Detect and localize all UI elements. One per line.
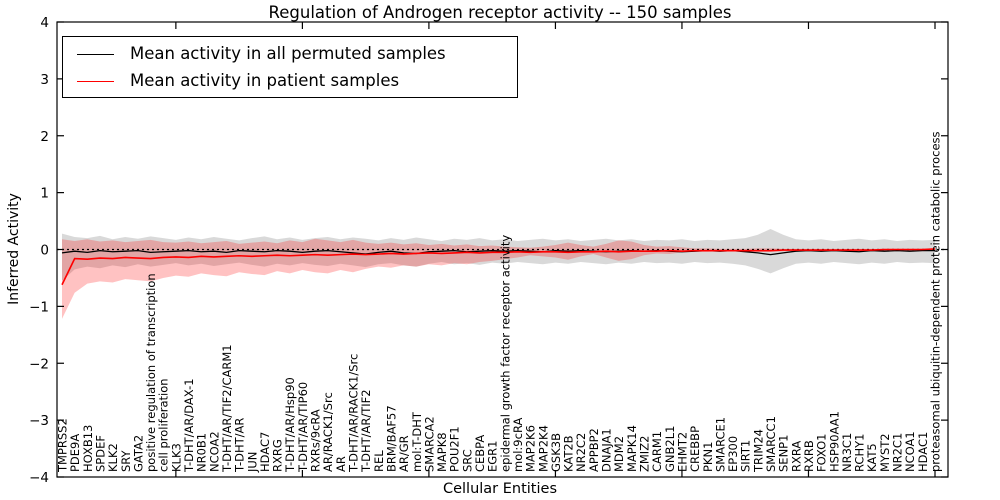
- x-tick-label: SMARCE1: [713, 417, 727, 472]
- chart-title: Regulation of Androgen receptor activity…: [268, 3, 732, 22]
- x-tick-label: NCOA1: [903, 431, 917, 472]
- x-tick-label: MAP2K6: [524, 425, 538, 472]
- x-tick-label: EP300: [726, 436, 740, 472]
- x-tick-label: RXRs/9cRA: [309, 409, 323, 472]
- y-tick-label: −2: [29, 356, 49, 372]
- x-tick-label: NR2C2: [574, 433, 588, 472]
- x-tick-label: REL: [372, 450, 386, 472]
- x-tick-label: SMARCC1: [764, 416, 778, 472]
- x-tick-label: DNAJA1: [600, 428, 614, 472]
- x-tick-label: T-DHT/AR/TIF2: [359, 389, 373, 473]
- x-tick-label: T-DHT/AR/RACK1/Src: [347, 354, 361, 473]
- x-tick-label: JUN: [245, 452, 259, 473]
- x-tick-label: PDE9A: [68, 434, 82, 472]
- x-tick-label: T-DHT/AR/Hsp90: [283, 377, 297, 473]
- y-tick-label: 4: [40, 15, 49, 31]
- x-tick-label: TMPRSS2: [56, 418, 70, 473]
- x-tick-label: EGR1: [486, 441, 500, 473]
- x-tick-label: T-DHT/AR/TIP60: [296, 382, 310, 473]
- x-tick-label: MDM2: [612, 436, 626, 472]
- y-tick-label: 2: [40, 129, 49, 145]
- y-tick-label: −4: [29, 470, 49, 486]
- legend-line-black: [77, 54, 114, 55]
- y-tick-label: 1: [40, 186, 49, 202]
- x-tick-label: RXRB: [802, 440, 816, 472]
- x-tick-label: KAT5: [865, 443, 879, 472]
- permuted-mean-line: [61, 249, 935, 256]
- x-tick-label: KLK2: [106, 443, 120, 472]
- x-tick-label: MAPK14: [625, 425, 639, 472]
- x-tick-label: T-DHT/AR/TIF2/CARM1: [220, 344, 234, 473]
- legend: Mean activity in all permuted samples Me…: [62, 36, 518, 98]
- x-tick-label: EHMT2: [675, 432, 689, 472]
- x-tick-label: NR2C1: [891, 433, 905, 472]
- x-tick-label: HSP90AA1: [827, 411, 841, 472]
- x-tick-label: mol:T-DHT: [410, 411, 424, 472]
- x-tick-label: MAPK8: [435, 432, 449, 472]
- x-tick-label: AR/GR: [397, 435, 411, 472]
- x-tick-label: SRY: [119, 449, 133, 472]
- x-tick-label: RCHY1: [853, 434, 867, 472]
- y-tick-label: 0: [40, 243, 49, 259]
- y-axis-label: Inferred Activity: [6, 193, 22, 305]
- x-tick-label: T-DHT/AR: [233, 418, 247, 473]
- x-tick-label: GNB2L1: [663, 426, 677, 472]
- x-tick-label: MAP2K4: [536, 425, 550, 472]
- x-tick-label: SPDEF: [93, 435, 107, 472]
- x-tick-label: POU2F1: [448, 426, 462, 472]
- x-tick-label: HOXB13: [81, 425, 95, 472]
- x-tick-label: NCOA2: [207, 431, 221, 472]
- x-tick-label: epidermal growth factor receptor activit…: [498, 235, 512, 472]
- x-tick-label: proteasomal ubiquitin-dependent protein …: [929, 131, 943, 472]
- patient-band: [62, 238, 935, 319]
- x-tick-label: GSK3B: [549, 433, 563, 472]
- x-tick-label: SIRT1: [739, 440, 753, 472]
- x-tick-label: APPBP2: [587, 428, 601, 472]
- y-tick-label: −1: [29, 299, 49, 315]
- x-tick-label: SENP1: [777, 435, 791, 472]
- x-tick-label: HDAC1: [916, 432, 930, 472]
- x-tick-label: FOXO1: [815, 434, 829, 472]
- x-tick-label: RXRG: [271, 439, 285, 472]
- legend-label-permuted: Mean activity in all permuted samples: [130, 44, 446, 64]
- x-tick-label: CREBBP: [688, 426, 702, 472]
- x-tick-label: cell proliferation: [157, 378, 171, 472]
- legend-label-patient: Mean activity in patient samples: [130, 71, 400, 91]
- x-tick-label: mol:9cRA: [511, 418, 525, 472]
- x-tick-label: AR: [334, 456, 348, 472]
- x-axis-label: Cellular Entities: [442, 481, 558, 497]
- x-tick-label: GATA2: [131, 435, 145, 472]
- x-tick-label: RXRA: [789, 441, 803, 472]
- legend-line-red: [77, 81, 114, 82]
- legend-entry-patient: Mean activity in patient samples: [63, 68, 517, 95]
- x-tick-label: NR3C1: [840, 433, 854, 472]
- x-tick-label: KLK3: [169, 443, 183, 472]
- x-tick-label: KAT2B: [562, 435, 576, 472]
- x-tick-label: BRM/BAF57: [384, 405, 398, 472]
- x-tick-label: SMARCA2: [422, 416, 436, 472]
- x-tick-label: PKN1: [701, 442, 715, 472]
- y-tick-label: −3: [29, 413, 49, 429]
- x-tick-label: T-DHT/AR/DAX-1: [182, 378, 196, 473]
- x-tick-label: ZMIZ2: [638, 436, 652, 472]
- x-tick-label: CARM1: [650, 431, 664, 472]
- x-tick-label: SRC: [460, 449, 474, 472]
- x-tick-label: NR0B1: [195, 433, 209, 472]
- x-tick-label: TRIM24: [751, 429, 765, 473]
- x-tick-label: CEBPA: [473, 435, 487, 472]
- permuted-band: [62, 229, 935, 281]
- patient-mean-line: [61, 248, 936, 286]
- legend-entry-permuted: Mean activity in all permuted samples: [63, 41, 517, 68]
- y-tick-label: 3: [40, 72, 49, 88]
- x-tick-label: AR/RACK1/Src: [321, 392, 335, 472]
- x-tick-label: positive regulation of transcription: [144, 273, 158, 472]
- x-tick-label: HDAC7: [258, 432, 272, 472]
- x-tick-label: MYST2: [878, 433, 892, 472]
